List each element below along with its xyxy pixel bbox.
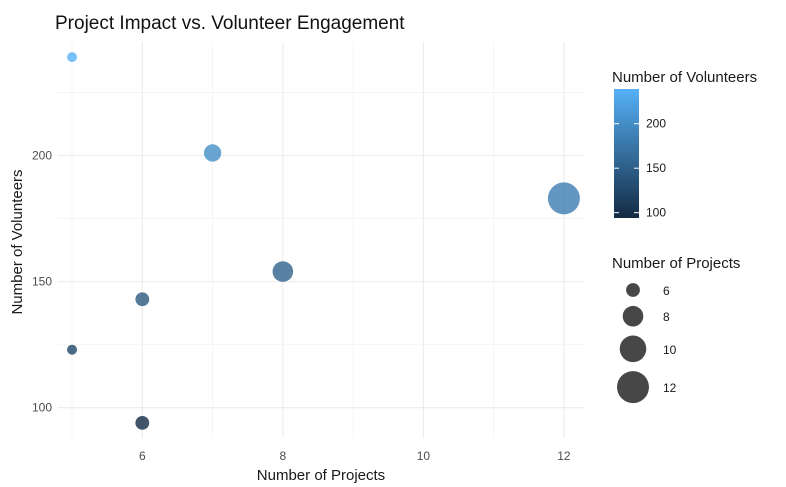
color-bar-label: 200	[646, 117, 666, 131]
size-legend-key	[617, 371, 649, 404]
data-point	[67, 52, 78, 63]
color-bar-ticks: 100 150 200	[614, 117, 666, 220]
x-tick-label: 10	[417, 449, 431, 463]
grid	[58, 42, 585, 438]
size-legend-title: Number of Projects	[612, 255, 740, 272]
color-bar-label: 150	[646, 161, 666, 175]
data-points	[67, 52, 580, 430]
x-tick-labels: 6 8 10 12	[139, 449, 571, 463]
color-bar	[614, 89, 639, 218]
color-legend-title: Number of Volunteers	[612, 69, 757, 86]
y-tick-label: 200	[32, 149, 52, 163]
size-legend-label: 12	[663, 381, 677, 395]
color-bar-label: 100	[646, 206, 666, 220]
color-legend: Number of Volunteers 100 150 200	[612, 69, 757, 220]
size-legend-key	[626, 283, 640, 297]
size-legend-label: 8	[663, 310, 670, 324]
x-tick-label: 8	[280, 449, 287, 463]
size-legend-label: 6	[663, 284, 670, 298]
data-point	[272, 261, 294, 282]
size-legend-label: 10	[663, 343, 677, 357]
data-point	[135, 292, 150, 307]
x-axis-title: Number of Projects	[257, 467, 385, 484]
size-legend-key	[622, 305, 644, 327]
x-tick-label: 6	[139, 449, 146, 463]
data-point	[135, 415, 150, 430]
x-tick-label: 12	[557, 449, 571, 463]
y-tick-label: 150	[32, 275, 52, 289]
y-tick-labels: 100 150 200	[32, 149, 52, 415]
size-legend: Number of Projects 6 8 10 12	[612, 255, 740, 404]
data-point	[203, 144, 222, 162]
y-tick-label: 100	[32, 401, 52, 415]
size-legend-keys: 6 8 10 12	[617, 283, 677, 404]
data-point	[67, 344, 78, 355]
data-point	[547, 182, 580, 215]
size-legend-key	[619, 335, 647, 363]
y-axis-title: Number of Volunteers	[9, 169, 26, 314]
chart-title: Project Impact vs. Volunteer Engagement	[55, 13, 405, 34]
